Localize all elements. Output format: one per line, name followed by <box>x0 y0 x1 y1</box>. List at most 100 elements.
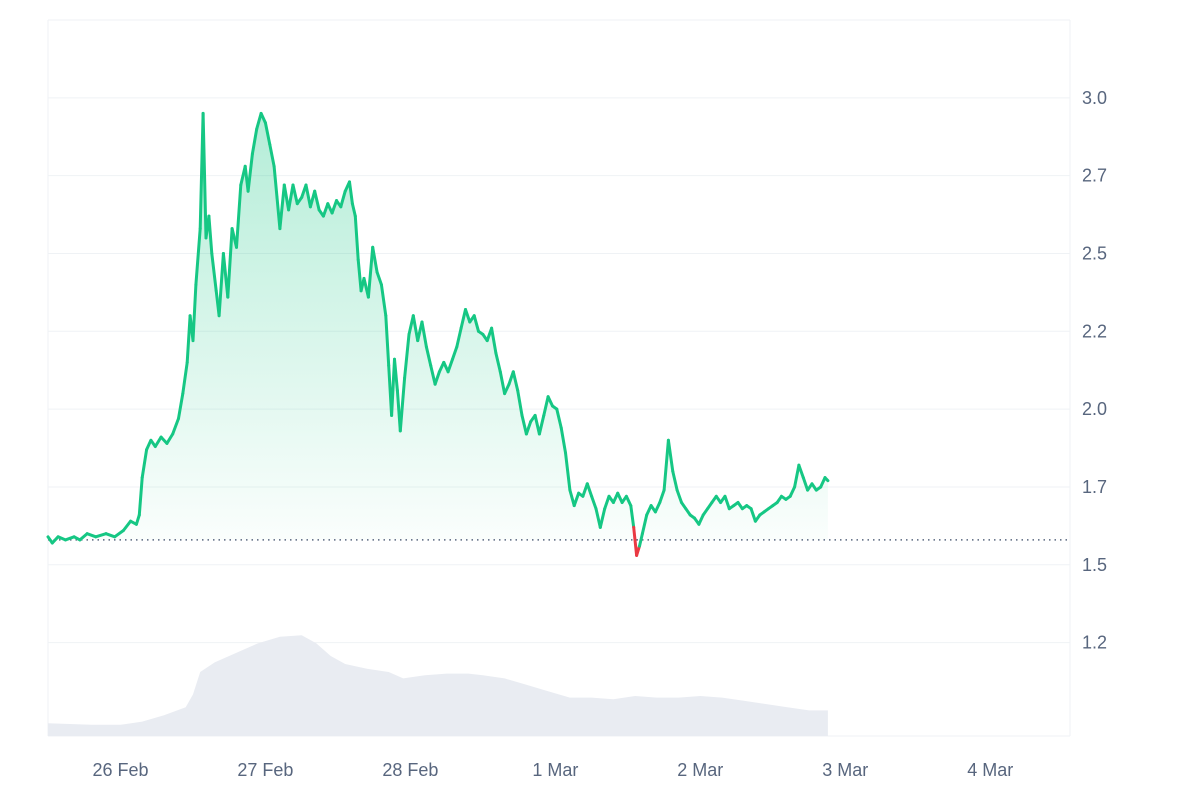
price-segment-up <box>640 513 649 536</box>
price-segment-up <box>140 448 149 480</box>
price-area-fill <box>48 113 828 540</box>
price-segment-up <box>246 152 254 193</box>
x-tick-label: 26 Feb <box>92 760 148 780</box>
price-segment-up <box>503 382 511 396</box>
y-tick-label: 1.7 <box>1082 477 1107 497</box>
price-segment-up <box>662 438 670 492</box>
price-segment-up <box>819 476 827 489</box>
price-segment-up <box>330 199 338 215</box>
price-segment-up <box>788 485 797 498</box>
price-segment-up <box>511 370 520 392</box>
price-segment-up <box>78 532 89 542</box>
volume-area <box>48 635 828 736</box>
price-segment-up <box>268 143 276 168</box>
price-segment-up <box>537 413 546 436</box>
price-segment-up <box>272 164 279 199</box>
price-segment-up <box>666 438 675 473</box>
price-segment-up <box>171 417 180 436</box>
price-segment-up <box>420 320 428 349</box>
price-segment-up <box>191 283 198 343</box>
price-segment-up <box>498 370 507 396</box>
price-segment-up <box>424 345 433 367</box>
price-segment-up <box>259 111 267 125</box>
price-segment-up <box>433 370 441 386</box>
price-segment-up <box>121 519 133 532</box>
price-segment-up <box>375 270 383 287</box>
price-segment-up <box>217 252 225 318</box>
price-segment-up <box>403 332 411 380</box>
price-segment-up <box>393 357 399 392</box>
price-segment-up <box>555 407 563 430</box>
x-tick-label: 2 Mar <box>677 760 723 780</box>
price-segment-up <box>291 183 299 206</box>
y-tick-label: 1.5 <box>1082 555 1107 575</box>
volume-shape <box>48 635 828 736</box>
price-segment-up <box>201 111 208 240</box>
price-segment-up <box>356 258 363 293</box>
price-segment-up <box>598 507 607 529</box>
y-axis: 1.2 1.5 1.7 2.0 2.2 2.5 2.7 3.0 <box>1082 88 1107 653</box>
price-segment-up <box>629 504 636 529</box>
price-segment-up <box>165 432 175 445</box>
price-segment-up <box>653 501 662 514</box>
price-segment-up <box>94 532 108 539</box>
price-segment-up <box>278 183 286 231</box>
price-segment-up <box>675 488 683 504</box>
price-segment-up <box>384 314 391 367</box>
price-segment-up <box>455 326 463 349</box>
price-segment-up <box>520 413 528 436</box>
x-tick-label: 28 Feb <box>382 760 438 780</box>
price-segment-up <box>546 395 554 408</box>
price-segment-up <box>313 189 321 212</box>
price-segment-up <box>250 127 259 156</box>
price-segment-down <box>635 544 641 557</box>
price-segment-up <box>568 488 576 508</box>
y-tick-label: 2.5 <box>1082 244 1107 264</box>
price-segment-up <box>153 435 163 448</box>
price-segment-up <box>321 202 330 218</box>
price-segment-up <box>63 535 76 542</box>
price-segment-up <box>723 494 731 511</box>
price-segment-up <box>823 476 830 483</box>
y-tick-label: 2.7 <box>1082 166 1107 186</box>
x-tick-label: 4 Mar <box>967 760 1013 780</box>
price-segment-up <box>134 513 141 526</box>
price-segment-down <box>632 525 639 557</box>
x-tick-label: 3 Mar <box>822 760 868 780</box>
price-segment-up <box>194 227 202 287</box>
price-segment-up <box>564 451 572 492</box>
price-area-shape <box>48 113 828 540</box>
price-segment-up <box>624 494 633 508</box>
x-tick-label: 1 Mar <box>532 760 578 780</box>
price-segment-up <box>287 183 295 212</box>
y-tick-label: 3.0 <box>1082 88 1107 108</box>
price-segment-up <box>524 420 533 436</box>
price-segment-up <box>572 491 581 508</box>
price-segment-up <box>559 426 567 455</box>
price-segment-up <box>797 463 805 480</box>
x-axis: 26 Feb 27 Feb 28 Feb 1 Mar 2 Mar 3 Mar 4 Mar <box>92 760 1013 780</box>
price-segment-up <box>749 507 757 523</box>
price-segment-up <box>304 183 312 209</box>
price-segment-up <box>603 494 611 511</box>
price-segment-up <box>371 245 379 274</box>
price-segment-up <box>446 357 454 374</box>
price-segment-up <box>235 183 243 249</box>
price-segment-up <box>353 214 360 262</box>
y-tick-label: 1.2 <box>1082 633 1107 653</box>
price-segment-up <box>350 202 357 218</box>
price-segment-up <box>464 308 472 324</box>
price-segment-up <box>113 529 125 539</box>
price-segment-up <box>697 513 705 526</box>
x-tick-label: 27 Feb <box>237 760 293 780</box>
price-segment-up <box>472 314 480 333</box>
price-segment-up <box>585 482 594 498</box>
price-segment-up <box>366 245 375 299</box>
y-tick-label: 2.2 <box>1082 321 1107 341</box>
price-segment-up <box>516 389 524 417</box>
price-segment-up <box>429 364 437 386</box>
price-segment-up <box>137 476 144 517</box>
price-segment-up <box>263 121 272 146</box>
price-line <box>46 111 830 557</box>
